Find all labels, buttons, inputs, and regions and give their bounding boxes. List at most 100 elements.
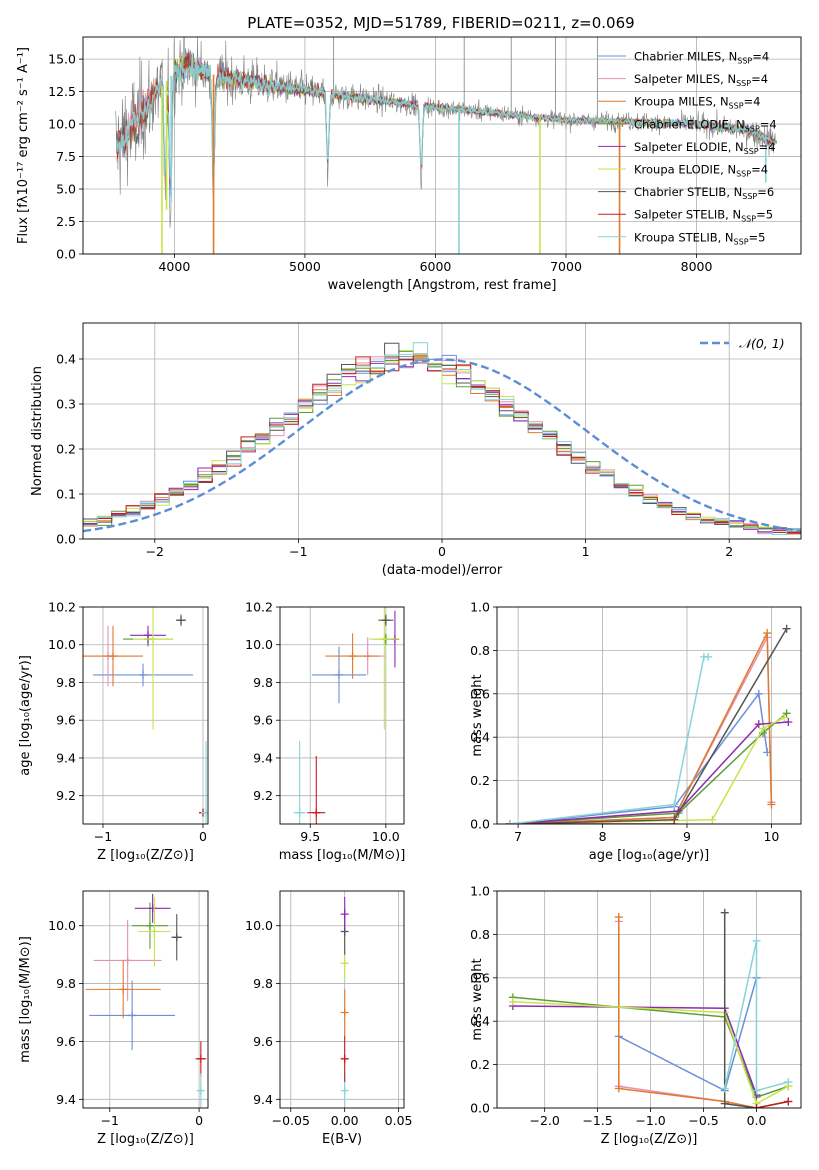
spectrum-legend: Chabrier MILES, NSSP=4 Salpeter MILES, NS… xyxy=(598,50,777,246)
x-tick-label: 2 xyxy=(725,544,733,559)
chabrier_miles-line xyxy=(509,691,768,824)
x-axis-label: wavelength [Angstrom, rest frame] xyxy=(328,278,557,293)
kroupa_stelib-marker xyxy=(752,936,761,945)
x-tick-label: 0.05 xyxy=(385,1113,413,1128)
legend-label-main: Kroupa ELODIE, N xyxy=(634,163,736,177)
legend-label-main: Kroupa STELIB, N xyxy=(634,230,734,244)
kroupa_stelib-point xyxy=(340,1086,349,1095)
legend-label-tail: =4 xyxy=(751,72,768,86)
legend-label: Chabrier MILES, NSSP=4 xyxy=(634,50,769,66)
kroupa_miles-line xyxy=(618,917,757,1108)
kroupa_stelib-line xyxy=(509,656,709,824)
legend-label-sub: SSP xyxy=(729,102,744,111)
mass_vs_Z-axes: −1 0 9.4 9.6 9.8 10.0 Z [log₁₀(Z/Z⊙)] mass [log… xyxy=(18,891,208,1147)
y-tick-label: 10.2 xyxy=(48,600,76,615)
residuals-axes: −2 −1 0 1 2 0.0 0.1 0.2 0.3 0.4 (data-model)/error… xyxy=(30,323,801,578)
kroupa_miles-marker xyxy=(767,800,776,809)
salpeter_miles-line xyxy=(509,637,773,824)
x-tick-label: 0 xyxy=(199,829,207,844)
legend-label-main: Chabrier ELODIE, N xyxy=(634,117,745,131)
y-tick-label: 7.5 xyxy=(56,149,76,164)
y-tick-label: 0.6 xyxy=(470,970,490,985)
salpeter_elodie-point xyxy=(144,631,152,640)
y-tick-label: 10.0 xyxy=(48,918,76,933)
y-axis-label: age [log₁₀(age/yr)] xyxy=(18,655,33,776)
y-tick-label: 15.0 xyxy=(48,52,76,67)
x-axis-label: Z [log₁₀(Z/Z⊙)] xyxy=(97,848,194,863)
weight_vs_age-frame xyxy=(496,606,802,825)
x-axis-label: Z [log₁₀(Z/Z⊙)] xyxy=(97,1132,194,1147)
y-axis-label: mass [log₁₀(M/M⊙)] xyxy=(18,936,33,1063)
y-tick-label: 0.8 xyxy=(470,927,490,942)
y-tick-label: 9.8 xyxy=(56,675,76,690)
kroupa_miles-point xyxy=(119,985,128,994)
x-tick-label: −2 xyxy=(146,544,164,559)
kroupa_miles-point xyxy=(109,652,117,661)
y-tick-label: 0.2 xyxy=(56,442,76,457)
x-tick-label: 1 xyxy=(582,544,590,559)
chabrier_miles-point xyxy=(128,1011,137,1020)
mass_vs_ebv-frame xyxy=(279,890,405,1109)
x-tick-label: 10 xyxy=(763,829,779,844)
chabrier_stelib-marker xyxy=(782,624,791,633)
y-tick-label: 1.0 xyxy=(470,884,490,899)
salpeter_stelib-marker xyxy=(752,1104,761,1108)
kroupa_stelib-point xyxy=(196,1086,205,1095)
salpeter_elodie-point xyxy=(340,910,349,919)
y-tick-label: 0.8 xyxy=(470,643,490,658)
kroupa_elodie-point xyxy=(149,635,157,644)
legend-label-sub: SSP xyxy=(736,170,751,179)
chabrier_elodie-marker xyxy=(782,709,791,718)
x-axis-label: age [log₁₀(age/yr)] xyxy=(589,848,710,863)
x-tick-label: 9 xyxy=(683,829,691,844)
histogram-group xyxy=(83,342,801,539)
weight_vs_Z-lines xyxy=(508,908,793,1108)
chabrier_elodie-point xyxy=(145,921,154,930)
chabrier_stelib-point xyxy=(172,933,181,942)
y-tick-label: 0.2 xyxy=(470,1057,490,1072)
legend-label: Chabrier STELIB, NSSP=6 xyxy=(634,185,774,201)
chabrier_stelib-point xyxy=(381,616,390,625)
chabrier_stelib-point xyxy=(177,616,185,625)
x-tick-label: −0.05 xyxy=(272,1113,310,1128)
kroupa_stelib-marker xyxy=(670,800,679,809)
x-tick-label: 9.5 xyxy=(300,829,320,844)
x-tick-label: −1.0 xyxy=(635,1113,665,1128)
chabrier_miles-point xyxy=(139,670,147,679)
legend-label-tail: =4 xyxy=(759,140,776,154)
weight_vs_Z-frame xyxy=(496,890,802,1109)
y-tick-label: 2.5 xyxy=(56,214,76,229)
kroupa_elodie-point xyxy=(380,635,389,644)
legend-label-sub: SSP xyxy=(737,57,752,66)
legend-label-sub: SSP xyxy=(742,192,757,201)
age_vs_mass-frame xyxy=(279,606,405,825)
y-tick-label: 0.6 xyxy=(470,686,490,701)
legend-label-sub: SSP xyxy=(745,124,760,133)
salpeter_stelib-point xyxy=(312,808,321,817)
y-tick-label: 9.4 xyxy=(56,750,76,765)
weight_vs_Z-axes: −2.0 −1.5 −1.0 −0.5 0.0 0.0 0.2 0.4 0.6 0.8 1.0 Z [… xyxy=(470,884,801,1147)
age_vs_Z-frame xyxy=(82,606,209,825)
y-axis-label: mass weight xyxy=(470,674,485,756)
y-tick-label: 1.0 xyxy=(470,600,490,615)
legend-label-tail: =6 xyxy=(757,185,774,199)
salpeter_elodie-marker xyxy=(784,718,793,727)
x-tick-label: 8000 xyxy=(681,259,713,274)
y-axis-label: Normed distribution xyxy=(30,366,45,496)
legend-label-tail: =4 xyxy=(760,117,777,131)
x-tick-label: 0.0 xyxy=(747,1113,767,1128)
kroupa_miles-marker xyxy=(763,629,772,638)
x-tick-label: 4000 xyxy=(158,259,190,274)
y-tick-label: 9.6 xyxy=(56,1034,76,1049)
legend-label: Salpeter STELIB, NSSP=5 xyxy=(634,208,773,224)
y-tick-label: 9.4 xyxy=(253,750,273,765)
kroupa_elodie-point xyxy=(150,927,159,936)
mass_vs_Z-frame xyxy=(82,890,209,1109)
normal-distribution-curve xyxy=(83,358,801,533)
x-tick-label: −1 xyxy=(94,829,112,844)
spectrum-lines xyxy=(115,37,778,254)
chabrier_miles-marker xyxy=(754,689,763,698)
legend-label: Salpeter MILES, NSSP=4 xyxy=(634,72,768,88)
kroupa_miles-point xyxy=(340,1008,349,1017)
